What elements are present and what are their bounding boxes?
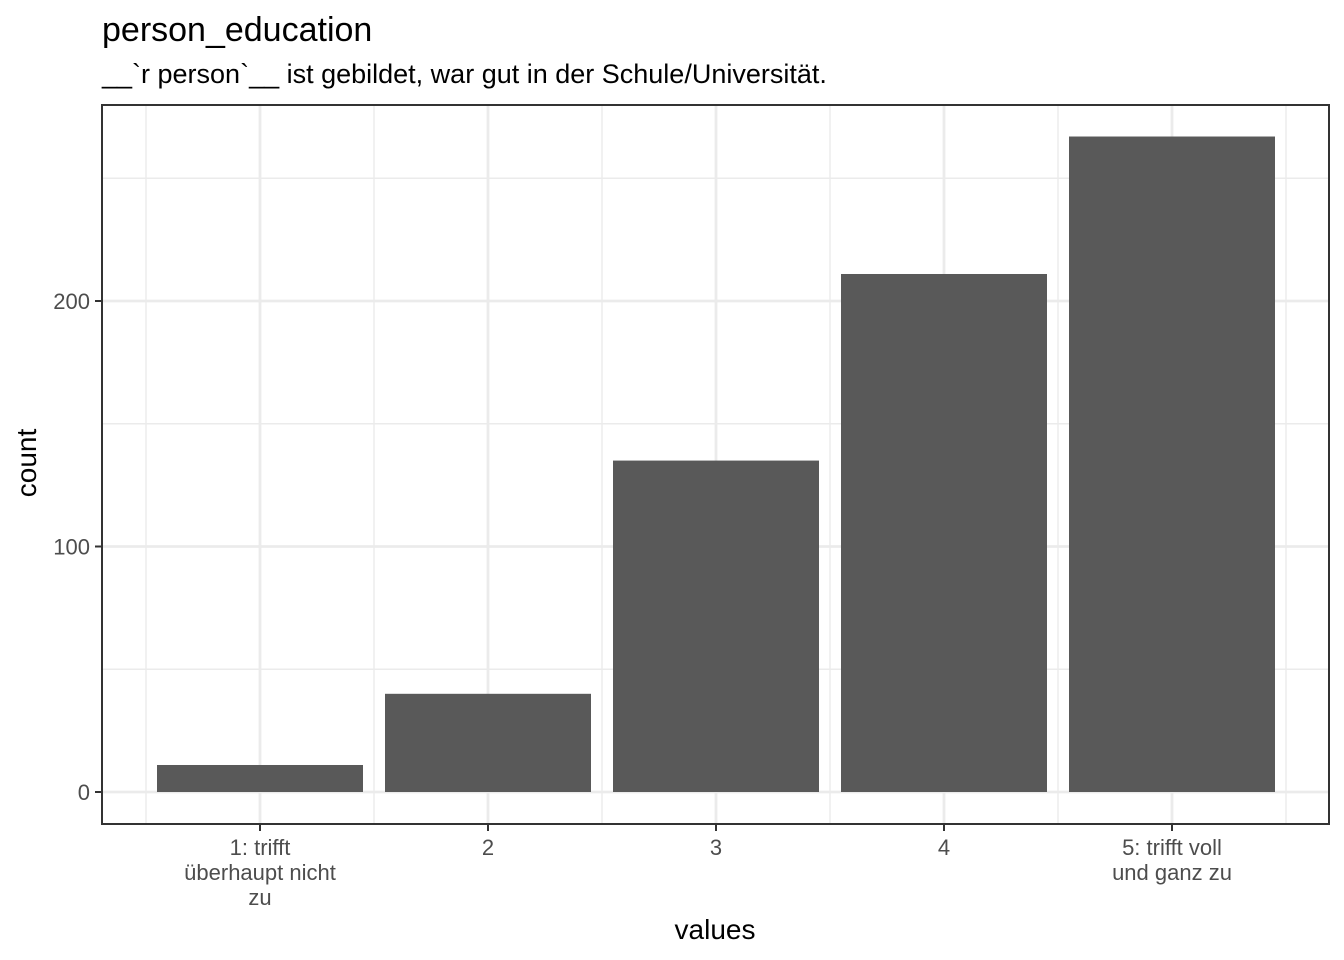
- chart-title: person_education: [102, 11, 372, 49]
- y-tick-label: 100: [53, 535, 90, 560]
- chart-subtitle: __`r person`__ ist gebildet, war gut in …: [101, 59, 827, 89]
- x-tick-label: 5: trifft voll und ganz zu: [1112, 835, 1232, 885]
- bar: [385, 693, 591, 792]
- plot-panel: [101, 104, 1330, 825]
- bar: [613, 460, 819, 792]
- y-axis-title: count: [11, 429, 42, 498]
- bar: [841, 273, 1047, 792]
- y-tick-label: 0: [78, 780, 90, 805]
- x-tick-label: 4: [938, 835, 950, 860]
- bar: [157, 764, 363, 792]
- x-tick-label: 2: [482, 835, 494, 860]
- x-tick-label: 1: trifft überhaupt nicht zu: [184, 835, 336, 910]
- y-tick-label: 200: [53, 289, 90, 314]
- x-axis-title: values: [675, 914, 756, 945]
- bar: [1069, 136, 1275, 792]
- x-tick-label: 3: [710, 835, 722, 860]
